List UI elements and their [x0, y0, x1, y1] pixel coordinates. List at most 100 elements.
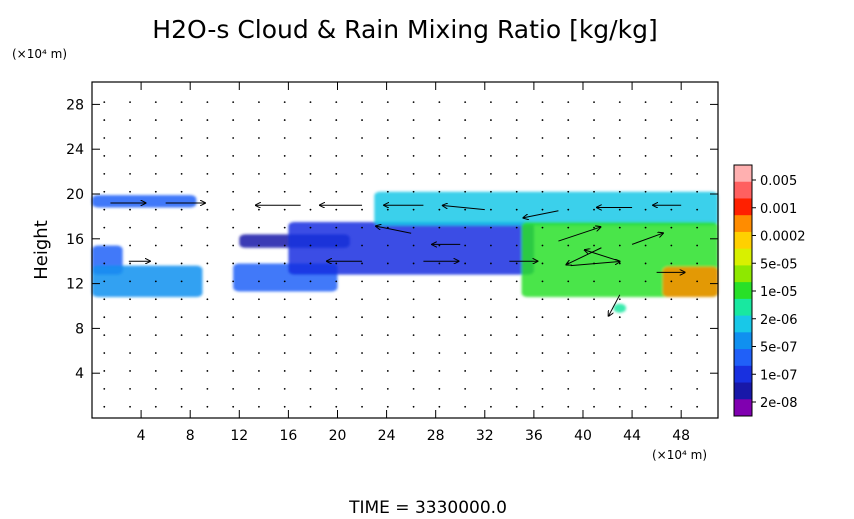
vector-dot [335, 298, 338, 301]
vector-dot [361, 101, 363, 104]
vector-dot [618, 387, 621, 390]
vector-dot [283, 262, 286, 265]
colorbar-label: 5e-07 [760, 341, 798, 356]
vector-dot [464, 334, 467, 337]
vector-dot [232, 226, 235, 229]
vector-dot [670, 405, 673, 408]
x-tick-label: 32 [476, 428, 494, 444]
vector-dot [490, 316, 492, 319]
y-tick-label: 20 [66, 187, 84, 203]
vector-dot [180, 155, 183, 157]
vector-dot [258, 137, 260, 139]
vector-dot [335, 370, 338, 372]
vector-dot [670, 137, 673, 139]
vector-dot [644, 316, 647, 319]
vector-dot [567, 226, 570, 229]
vector-dot [490, 137, 492, 139]
vector-dot [644, 370, 647, 372]
vector-dot [335, 334, 338, 337]
vector-dot [258, 262, 260, 265]
wind-vector [570, 261, 620, 267]
vector-dot [283, 316, 286, 319]
vector-dot [593, 119, 595, 121]
vector-dot [309, 101, 312, 104]
vector-dot [283, 405, 286, 408]
colorbar-segment [734, 165, 752, 183]
vector-dot [464, 405, 467, 408]
vector-dot [206, 370, 209, 372]
vector-dot [232, 316, 235, 319]
x-tick-label: 40 [574, 428, 592, 444]
vector-dot [180, 352, 183, 354]
vector-dot [386, 352, 389, 354]
colorbar: 0.005 0.001 0.0002 5e-05 1e-05 2e-06 5e-07 1e-0… [733, 164, 806, 417]
vector-dot [696, 226, 699, 229]
vector-dot [154, 172, 157, 175]
vector-dot [644, 244, 647, 247]
vector-dot [103, 101, 106, 104]
vector-dot [618, 137, 621, 139]
vector-dot [541, 280, 544, 283]
vector-dot [335, 387, 338, 390]
vector-dot [180, 226, 183, 229]
vector-dot [567, 298, 570, 301]
vector-dot [670, 262, 673, 265]
vector-dot [258, 101, 260, 104]
vector-dot [309, 280, 312, 283]
vector-dot [335, 244, 338, 247]
vector-dot [696, 208, 699, 211]
vector-dot [438, 172, 441, 175]
vector-dot [335, 137, 338, 139]
wind-vector [443, 205, 485, 211]
vector-dot [644, 298, 647, 301]
vector-dot [309, 316, 312, 319]
colorbar-label: 0.005 [760, 174, 797, 189]
vector-dot [644, 208, 647, 211]
vector-dot [567, 244, 570, 247]
vector-dot [412, 370, 415, 372]
vector-dot [490, 387, 492, 390]
colorbar-segment [734, 365, 752, 384]
vector-dot [309, 208, 312, 211]
colorbar-segment [734, 198, 752, 216]
vector-dot [154, 334, 157, 337]
vector-dot [670, 280, 673, 283]
y-tick-label: 16 [66, 232, 84, 248]
cloud-region [374, 191, 718, 226]
vector-dot [206, 244, 209, 247]
vector-dot [438, 137, 441, 139]
vector-dot [283, 280, 286, 283]
vector-dot [103, 262, 106, 265]
vector-dot [618, 370, 621, 372]
colorbar-label: 0.0002 [760, 230, 806, 245]
vector-dot [386, 370, 389, 372]
vector-dot [335, 119, 338, 121]
vector-dot [541, 405, 544, 408]
vector-dot [670, 155, 673, 157]
vector-dot [335, 316, 338, 319]
x-tick-label: 4 [137, 428, 146, 444]
vector-dot [670, 334, 673, 337]
vector-dot [206, 298, 209, 301]
colorbar-segment [734, 265, 752, 283]
vector-dot [541, 370, 544, 372]
colorbar-segment [734, 282, 752, 300]
vector-dot [129, 155, 131, 157]
vector-dot [386, 119, 389, 121]
vector-dot [180, 405, 183, 408]
vector-dot [490, 405, 492, 408]
vector-dot [515, 119, 518, 121]
vector-dot [515, 137, 518, 139]
vector-dot [593, 137, 595, 139]
vector-dot [361, 405, 363, 408]
vector-dot [154, 387, 157, 390]
vector-dot [361, 280, 363, 283]
vector-dot [541, 298, 544, 301]
vector-dot [180, 208, 183, 211]
vector-dot [644, 101, 647, 104]
vector-dot [490, 334, 492, 337]
vector-dot [283, 172, 286, 175]
vector-dot [412, 387, 415, 390]
vector-dot [490, 172, 492, 175]
